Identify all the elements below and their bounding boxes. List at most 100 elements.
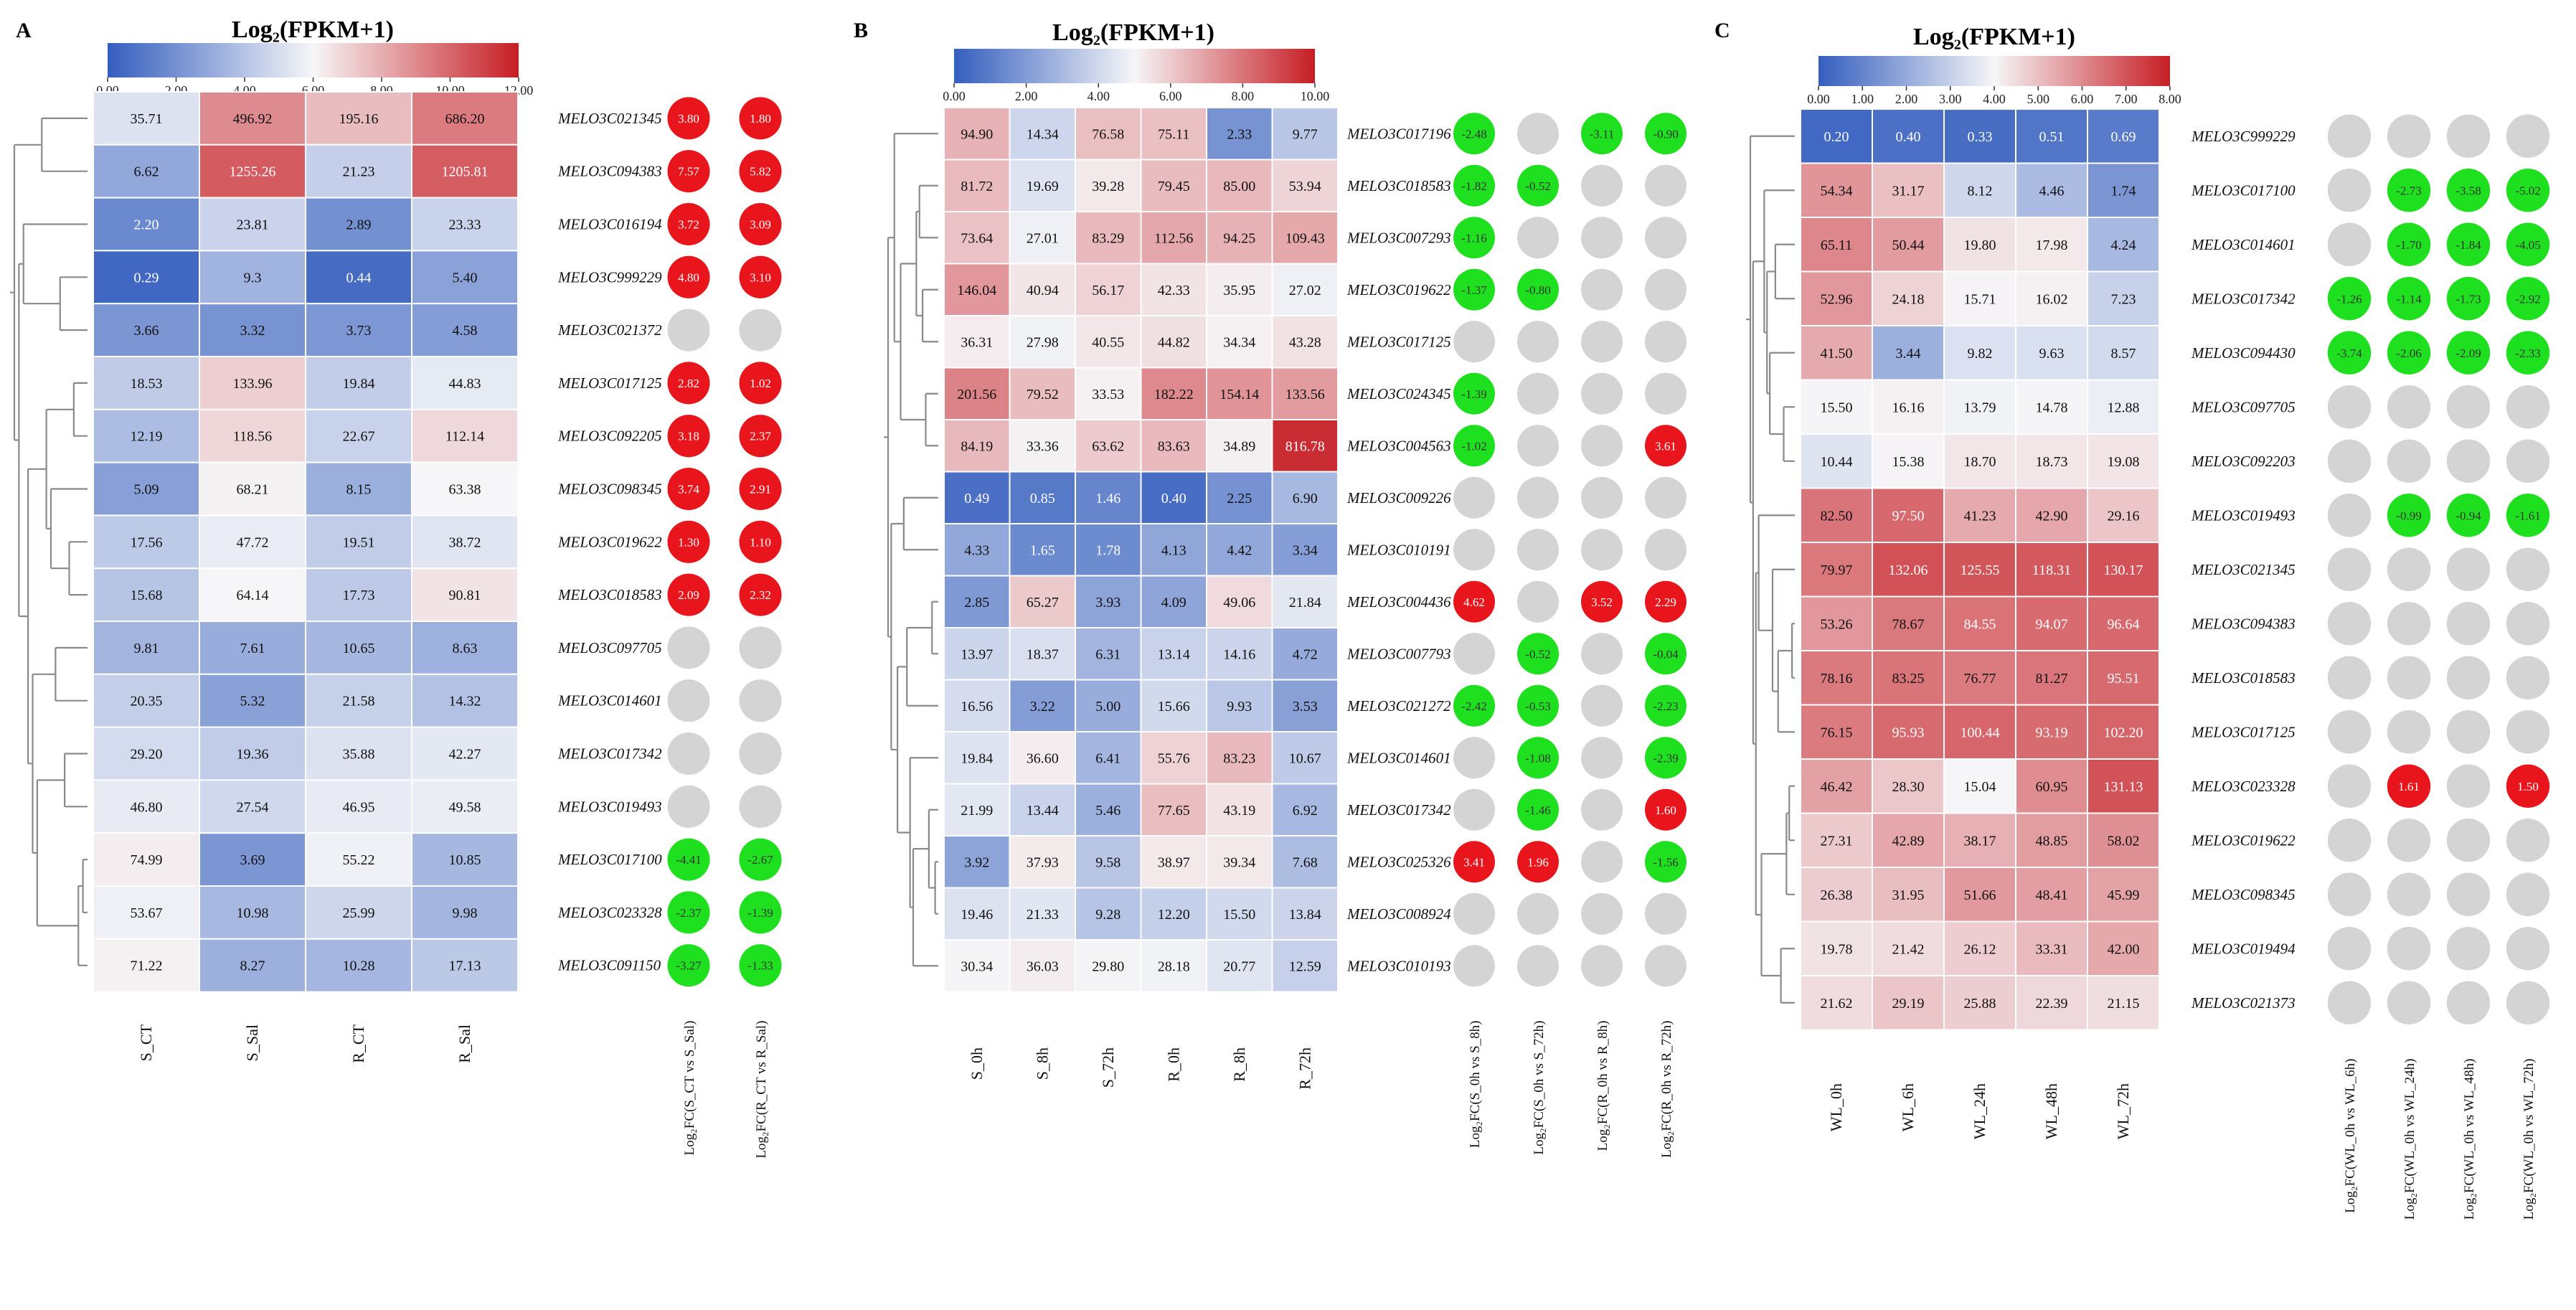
gene-label: MELO3C019494 [2191,940,2296,957]
heatmap-cell [199,621,306,675]
cell-value: 21.84 [1289,595,1321,611]
fold-change-label: Log₂FC(R_0h vs R_72h) [1659,1021,1674,1158]
heatmap-cell [2015,758,2088,814]
cell-value: 42.90 [2036,508,2068,524]
gene-label: MELO3C092203 [2191,453,2296,470]
cell-value: 5.09 [134,482,159,498]
gene-label: MELO3C010191 [1346,541,1451,558]
cell-value: 94.07 [2036,616,2068,632]
heatmap-cell [1872,867,1945,923]
cell-value: 15.68 [131,588,163,603]
heatmap-cell [2087,325,2160,381]
cell-value: 0.40 [1161,491,1186,506]
fold-change-circle [2506,277,2550,321]
fold-change-value: -2.67 [747,853,773,867]
column-label: R_72h [1296,1047,1313,1090]
fold-change-circle [1517,684,1559,727]
heatmap-cell [1009,731,1076,785]
cell-value: 44.83 [449,376,481,392]
fold-change-circle [2446,656,2491,699]
cell-value: 27.02 [1289,283,1321,298]
cell-value: 21.15 [2108,996,2140,1012]
fold-change-circle [2387,710,2431,754]
gene-label: MELO3C017196 [1346,125,1451,142]
cell-value: 15.50 [1821,400,1853,415]
panel-label: A [16,19,32,42]
colorbar-title: Log₂(FPKM+1) [1913,24,2075,50]
cell-value: 28.30 [1892,779,1925,795]
heatmap-cell [1271,471,1339,524]
cell-value: 39.34 [1223,854,1255,870]
cell-value: 112.56 [1154,230,1193,246]
cell-value: 9.82 [1968,346,1993,362]
heatmap-cell [1140,939,1207,993]
heatmap-cell [1271,315,1339,369]
cell-value: 21.99 [961,803,993,819]
gene-label: MELO3C009226 [1346,489,1451,506]
cell-value: 118.31 [2032,562,2071,578]
fold-change-circle [2327,710,2372,754]
heatmap-cell [2087,595,2160,651]
cell-value: 2.25 [1227,491,1252,506]
cell-value: 48.85 [2036,833,2068,849]
cell-value: 8.27 [240,958,265,974]
heatmap-cell [1271,107,1339,161]
heatmap-cell [1206,211,1273,265]
fold-change-circle [1581,321,1623,363]
fold-change-label: Log₂FC(WL_0h vs WL_48h) [2462,1059,2477,1220]
cell-value: 9.58 [1095,854,1120,870]
fold-change-circle [2387,602,2431,646]
fold-change-circle [1581,425,1623,467]
colorbar-tick-label: 6.00 [1159,89,1182,103]
fold-change-circle [2327,872,2372,916]
fold-change-circle [2506,169,2550,212]
fold-change-value: -2.09 [2455,347,2481,360]
cell-value: 23.33 [449,217,481,233]
fold-change-value: -1.02 [1461,439,1486,453]
cell-value: 43.19 [1223,803,1255,819]
heatmap-cell [1943,595,2016,651]
panel-label: C [1714,19,1730,42]
fold-change-circle [2506,656,2550,699]
cell-value: 21.23 [343,164,375,180]
heatmap-cell [305,461,412,517]
fold-change-circle [739,732,782,776]
cell-value: 49.58 [449,799,481,815]
fold-change-value: -1.26 [2336,292,2362,306]
fold-change-circle [2387,494,2431,537]
fold-change-value: 3.10 [750,270,771,284]
fold-change-circle [2387,114,2431,158]
fold-change-circle [739,573,782,616]
fold-change-circle [667,308,710,352]
fold-change-circle [2506,927,2550,971]
heatmap-panel-b: B Log₂(FPKM+1) 0.00 2.00 4.00 6.00 8.00 10.00 94… [854,19,1686,1158]
heatmap-cell [2015,812,2088,868]
cell-value: 31.17 [1892,183,1925,199]
column-label: R_CT [349,1024,367,1062]
cell-value: 0.51 [2039,129,2065,145]
cell-value: 5.00 [1095,699,1120,715]
cell-value: 35.71 [131,111,163,127]
heatmap-cell [411,938,519,993]
heatmap-cell [2087,487,2160,543]
cell-value: 3.22 [1030,699,1055,715]
cell-value: 42.33 [1158,283,1190,298]
cell-value: 8.15 [346,482,372,498]
cell-value: 19.46 [961,907,993,923]
cell-value: 4.24 [2111,237,2136,253]
fold-change-circle [2327,764,2372,808]
heatmap-cell [199,514,306,570]
heatmap-cell [199,832,306,887]
fold-change-circle [739,785,782,828]
heatmap-cell [305,356,412,410]
heatmap-cell [1943,108,2016,164]
heatmap-cell [1075,471,1142,524]
fold-change-value: 4.62 [1463,595,1485,609]
cell-value: 19.78 [1821,941,1853,957]
fold-change-circle [1453,684,1495,727]
cell-value: 75.11 [1158,126,1189,142]
fold-change-value: -0.94 [2455,509,2481,522]
column-label: WL_48h [2042,1083,2060,1139]
heatmap-cell [411,621,519,675]
fold-change-circle [739,520,782,563]
